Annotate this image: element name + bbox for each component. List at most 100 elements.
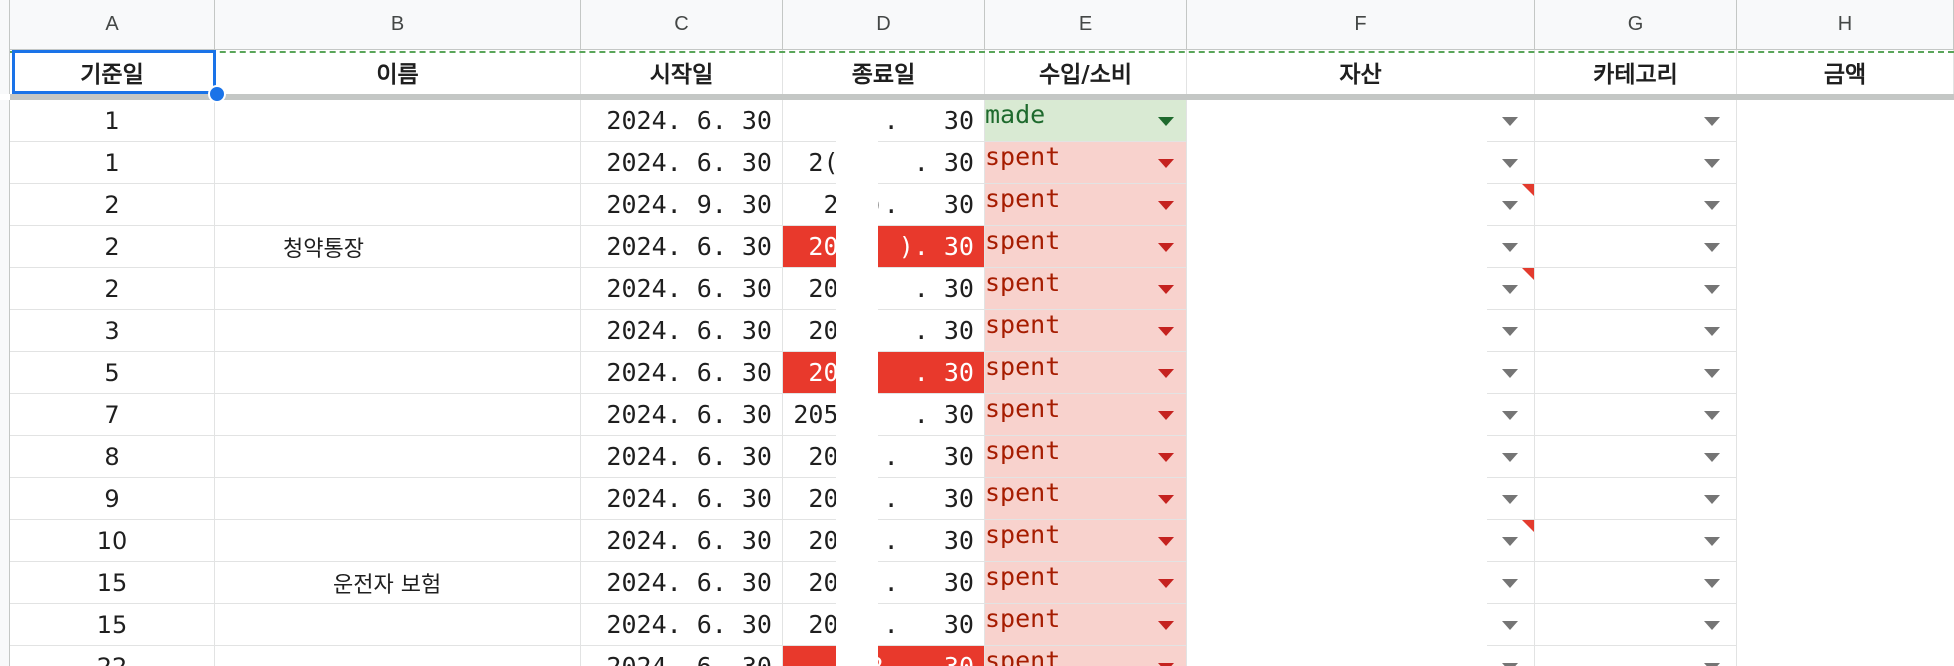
row-gutter[interactable] <box>0 352 10 394</box>
column-header-b[interactable]: B <box>215 0 581 50</box>
row-gutter[interactable] <box>0 268 10 310</box>
comment-indicator-icon[interactable] <box>1522 520 1534 532</box>
dropdown-arrow-icon[interactable] <box>1704 494 1720 504</box>
cell-category[interactable] <box>1535 604 1737 646</box>
cell-name[interactable]: 청약통장 <box>215 226 581 268</box>
cell-income-spend[interactable]: spent <box>985 226 1187 268</box>
dropdown-arrow-icon[interactable] <box>1158 158 1174 168</box>
cell-name[interactable] <box>215 478 581 520</box>
frozen-row-divider[interactable] <box>10 94 1954 100</box>
cell-start-date[interactable]: 2024. 6. 30 <box>581 604 783 646</box>
cell-name[interactable] <box>215 100 581 142</box>
cell-end-date[interactable]: 20 . 30 <box>783 100 985 142</box>
header-cell-asset[interactable]: 자산 <box>1187 50 1535 94</box>
dropdown-arrow-icon[interactable] <box>1502 662 1518 666</box>
dropdown-arrow-icon[interactable] <box>1704 284 1720 294</box>
type-chip-spent[interactable]: spent <box>985 646 1186 666</box>
cell-category[interactable] <box>1535 184 1737 226</box>
cell-end-date[interactable]: 205 . 30 <box>783 436 985 478</box>
cell-category[interactable] <box>1535 646 1737 666</box>
dropdown-arrow-icon[interactable] <box>1704 368 1720 378</box>
cell-category[interactable] <box>1535 562 1737 604</box>
dropdown-arrow-icon[interactable] <box>1704 326 1720 336</box>
row-gutter[interactable] <box>0 0 10 50</box>
cell-base-day[interactable]: 22 <box>10 646 215 666</box>
dropdown-arrow-icon[interactable] <box>1502 284 1518 294</box>
cell-base-day[interactable]: 10 <box>10 520 215 562</box>
row-gutter[interactable] <box>0 478 10 520</box>
cell-income-spend[interactable]: spent <box>985 352 1187 394</box>
dropdown-arrow-icon[interactable] <box>1704 662 1720 666</box>
cell-base-day[interactable]: 1 <box>10 100 215 142</box>
type-chip-spent[interactable]: spent <box>985 310 1186 351</box>
cell-category[interactable] <box>1535 394 1737 436</box>
dropdown-arrow-icon[interactable] <box>1158 536 1174 546</box>
type-chip-spent[interactable]: spent <box>985 226 1186 267</box>
cell-end-date[interactable]: 205 . . 30 <box>783 394 985 436</box>
cell-start-date[interactable]: 2024. 6. 30 <box>581 646 783 666</box>
dropdown-arrow-icon[interactable] <box>1502 200 1518 210</box>
row-gutter[interactable] <box>0 184 10 226</box>
dropdown-arrow-icon[interactable] <box>1158 662 1174 666</box>
cell-category[interactable] <box>1535 352 1737 394</box>
cell-start-date[interactable]: 2024. 6. 30 <box>581 520 783 562</box>
dropdown-arrow-icon[interactable] <box>1158 494 1174 504</box>
type-chip-spent[interactable]: spent <box>985 184 1186 225</box>
cell-income-spend[interactable]: spent <box>985 436 1187 478</box>
cell-start-date[interactable]: 2024. 6. 30 <box>581 352 783 394</box>
dropdown-arrow-icon[interactable] <box>1704 242 1720 252</box>
dropdown-arrow-icon[interactable] <box>1502 620 1518 630</box>
header-cell-end-date[interactable]: 종료일 <box>783 50 985 94</box>
cell-start-date[interactable]: 2024. 6. 30 <box>581 268 783 310</box>
cell-category[interactable] <box>1535 226 1737 268</box>
cell-asset[interactable] <box>1187 646 1535 666</box>
dropdown-arrow-icon[interactable] <box>1502 536 1518 546</box>
column-header-d[interactable]: D <box>783 0 985 50</box>
type-chip-spent[interactable]: spent <box>985 436 1186 477</box>
cell-end-date[interactable]: 205 . 30 <box>783 520 985 562</box>
cell-category[interactable] <box>1535 436 1737 478</box>
dropdown-arrow-icon[interactable] <box>1158 452 1174 462</box>
dropdown-arrow-icon[interactable] <box>1502 368 1518 378</box>
row-gutter[interactable] <box>0 142 10 184</box>
cell-base-day[interactable]: 1 <box>10 142 215 184</box>
dropdown-arrow-icon[interactable] <box>1704 116 1720 126</box>
type-chip-spent[interactable]: spent <box>985 394 1186 435</box>
cell-name[interactable] <box>215 394 581 436</box>
cell-name[interactable]: 운전자 보험 <box>215 562 581 604</box>
header-cell-start-date[interactable]: 시작일 <box>581 50 783 94</box>
cell-start-date[interactable]: 2024. 6. 30 <box>581 142 783 184</box>
cell-base-day[interactable]: 3 <box>10 310 215 352</box>
dropdown-arrow-icon[interactable] <box>1158 242 1174 252</box>
cell-start-date[interactable]: 2024. 6. 30 <box>581 310 783 352</box>
cell-end-date[interactable]: 20 ). 30 <box>783 184 985 226</box>
cell-income-spend[interactable]: spent <box>985 310 1187 352</box>
cell-income-spend[interactable]: spent <box>985 520 1187 562</box>
cell-name[interactable] <box>215 520 581 562</box>
cell-category[interactable] <box>1535 310 1737 352</box>
cell-start-date[interactable]: 2024. 9. 30 <box>581 184 783 226</box>
cell-name[interactable] <box>215 604 581 646</box>
dropdown-arrow-icon[interactable] <box>1502 158 1518 168</box>
dropdown-arrow-icon[interactable] <box>1502 410 1518 420</box>
cell-end-date[interactable]: 2( . . 30 <box>783 142 985 184</box>
cell-name[interactable] <box>215 436 581 478</box>
row-gutter[interactable] <box>0 310 10 352</box>
row-gutter[interactable] <box>0 394 10 436</box>
cell-end-date[interactable]: 205 . 30 <box>783 562 985 604</box>
cell-category[interactable] <box>1535 520 1737 562</box>
dropdown-arrow-icon[interactable] <box>1158 116 1174 126</box>
cell-base-day[interactable]: 2 <box>10 184 215 226</box>
cell-income-spend[interactable]: spent <box>985 184 1187 226</box>
column-header-f[interactable]: F <box>1187 0 1535 50</box>
cell-name[interactable] <box>215 352 581 394</box>
header-cell-category[interactable]: 카테고리 <box>1535 50 1737 94</box>
column-header-c[interactable]: C <box>581 0 783 50</box>
cell-end-date[interactable]: 202 ). 30 <box>783 226 985 268</box>
cell-start-date[interactable]: 2024. 6. 30 <box>581 394 783 436</box>
comment-indicator-icon[interactable] <box>1522 268 1534 280</box>
cell-income-spend[interactable]: spent <box>985 478 1187 520</box>
dropdown-arrow-icon[interactable] <box>1158 326 1174 336</box>
dropdown-arrow-icon[interactable] <box>1502 494 1518 504</box>
type-chip-spent[interactable]: spent <box>985 562 1186 603</box>
